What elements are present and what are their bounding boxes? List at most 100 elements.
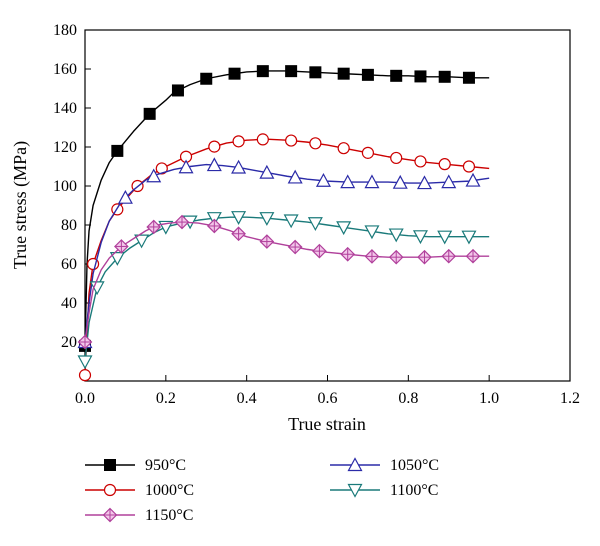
y-tick-label: 160 xyxy=(53,61,77,78)
series-layer xyxy=(77,65,490,382)
data-point xyxy=(462,160,476,173)
x-tick-label: 0.4 xyxy=(237,390,257,407)
y-tick-label: 140 xyxy=(53,100,77,117)
series-diamond xyxy=(77,214,490,350)
x-tick-label: 1.2 xyxy=(560,390,580,407)
data-point xyxy=(134,234,150,249)
y-axis-ticks: 20 40 60 80 100 120 140 160 180 xyxy=(53,22,91,351)
data-point xyxy=(438,70,451,83)
y-tick-label: 20 xyxy=(61,334,77,351)
legend-marker xyxy=(102,507,118,523)
legend-label: 950°C xyxy=(145,457,186,474)
data-point xyxy=(259,212,275,226)
data-point xyxy=(146,168,162,183)
data-point xyxy=(364,249,380,264)
data-point xyxy=(441,174,457,189)
x-axis-title: True strain xyxy=(288,414,366,434)
data-point xyxy=(336,221,352,236)
data-point xyxy=(256,133,269,146)
data-point xyxy=(208,140,221,153)
data-point xyxy=(364,174,380,189)
legend-label: 1150°C xyxy=(145,507,193,524)
x-tick-label: 1.0 xyxy=(479,390,499,407)
legend-item: 1050°C xyxy=(330,457,439,474)
data-point xyxy=(392,174,408,189)
series-line xyxy=(84,163,490,343)
data-point xyxy=(200,72,213,85)
data-point xyxy=(340,174,356,189)
data-point xyxy=(312,243,327,259)
data-point xyxy=(414,155,427,168)
data-point xyxy=(287,239,303,255)
data-point xyxy=(337,142,350,155)
legend-marker xyxy=(103,483,117,497)
y-tick-label: 100 xyxy=(53,178,77,195)
legend-item: 950°C xyxy=(85,457,186,474)
data-point xyxy=(283,214,299,229)
data-point xyxy=(309,137,322,150)
data-point xyxy=(146,219,162,235)
data-point xyxy=(256,65,269,78)
data-point xyxy=(206,157,222,172)
data-point xyxy=(364,225,380,240)
data-point xyxy=(77,334,93,350)
data-point xyxy=(231,226,246,242)
data-point xyxy=(337,67,350,80)
data-point xyxy=(178,159,194,174)
data-point xyxy=(388,228,404,243)
legend-label: 1100°C xyxy=(390,482,438,499)
series-square xyxy=(79,65,490,352)
data-point xyxy=(437,230,453,245)
data-point xyxy=(155,162,168,175)
y-axis-title: True stress (MPa) xyxy=(10,141,31,269)
data-point xyxy=(412,230,428,245)
data-point xyxy=(388,249,404,265)
legend-label: 1000°C xyxy=(145,482,194,499)
data-point xyxy=(307,217,323,232)
x-tick-label: 0.8 xyxy=(398,390,418,407)
data-point xyxy=(285,65,298,78)
data-point xyxy=(143,107,156,120)
data-point xyxy=(361,68,374,81)
data-point xyxy=(78,369,92,382)
data-point xyxy=(414,70,427,83)
data-point xyxy=(287,169,303,184)
data-point xyxy=(438,158,451,171)
data-point xyxy=(340,246,356,262)
legend-marker xyxy=(347,457,363,472)
data-point xyxy=(171,84,184,97)
legend-item: 1100°C xyxy=(330,482,438,499)
x-tick-label: 0.2 xyxy=(156,390,176,407)
data-point xyxy=(309,66,322,79)
y-tick-label: 60 xyxy=(61,256,77,273)
y-tick-label: 120 xyxy=(53,139,77,156)
plot-frame xyxy=(84,29,571,382)
data-point xyxy=(390,69,403,82)
legend: 950°C 1000°C 1150°C 1050°C 1100°C xyxy=(85,457,439,524)
data-point xyxy=(228,67,241,80)
data-point xyxy=(206,218,222,234)
y-tick-label: 180 xyxy=(53,22,77,39)
data-point xyxy=(315,172,331,187)
data-point xyxy=(259,234,275,249)
data-point xyxy=(174,214,190,230)
data-point xyxy=(285,134,298,147)
y-tick-label: 80 xyxy=(61,217,77,234)
data-point xyxy=(77,355,93,370)
data-point xyxy=(465,248,481,264)
data-point xyxy=(114,239,129,254)
data-point xyxy=(462,71,475,84)
data-point xyxy=(109,252,125,266)
data-point xyxy=(231,159,247,174)
data-point xyxy=(117,189,133,204)
x-tick-label: 0.6 xyxy=(318,390,338,407)
data-point xyxy=(111,144,124,157)
legend-label: 1050°C xyxy=(390,457,439,474)
data-point xyxy=(232,135,245,148)
x-tick-label: 0.0 xyxy=(75,390,95,407)
data-point xyxy=(441,248,457,264)
legend-item: 1000°C xyxy=(85,482,194,499)
x-axis-ticks: 0.0 0.2 0.4 0.6 0.8 1.0 1.2 xyxy=(75,375,580,407)
legend-marker xyxy=(347,483,363,498)
